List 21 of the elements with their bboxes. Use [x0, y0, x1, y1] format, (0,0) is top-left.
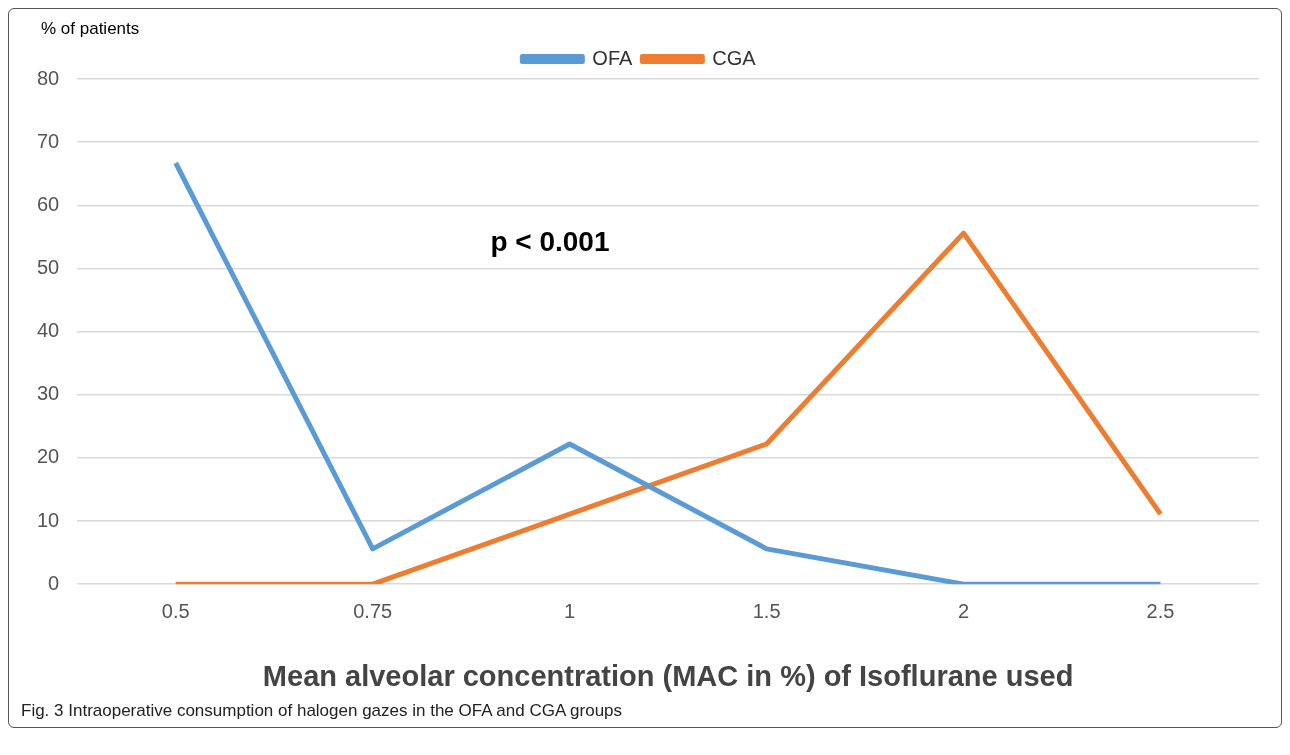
annotation: p < 0.001: [490, 225, 610, 257]
x-tick-label: 1.5: [752, 599, 781, 622]
y-tick-label: 70: [37, 129, 60, 152]
y-tick-label: 40: [37, 319, 60, 342]
x-tick-label: 2: [958, 599, 970, 622]
caption: Fig. 3 Intraoperative consumption of halogen gazes in the OFA and CGA groups: [20, 700, 624, 722]
y-tick-label: 80: [37, 66, 60, 89]
y-tick-label: 20: [37, 445, 60, 468]
x-tick-label: 2.5: [1146, 599, 1175, 622]
x-tick-label: 0.5: [161, 599, 190, 622]
y-tick-label: 60: [37, 192, 60, 215]
x-tick-label: 1: [564, 599, 576, 622]
y-tick-label: 50: [37, 255, 60, 278]
x-tick-label: 0.75: [353, 599, 393, 622]
legend-label: OFA: [592, 46, 633, 69]
y-axis-title: % of patients: [41, 18, 140, 38]
y-tick-label: 0: [48, 571, 60, 594]
x-axis-title: Mean alveolar concentration (MAC in %) of Isoflurane used: [262, 659, 1074, 692]
legend-label: CGA: [712, 46, 757, 69]
y-tick-label: 10: [37, 508, 60, 531]
y-tick-label: 30: [37, 382, 60, 405]
